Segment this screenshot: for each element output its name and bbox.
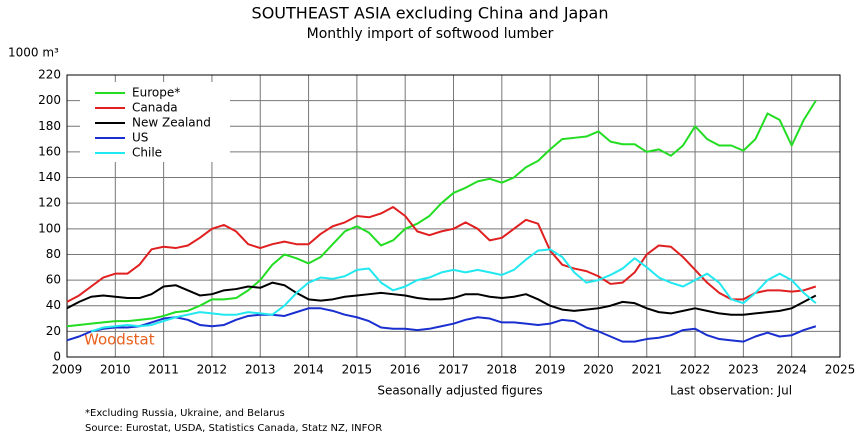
y-tick-label: 200 xyxy=(38,93,61,107)
y-tick-label: 0 xyxy=(53,350,61,364)
x-tick-label: 2009 xyxy=(52,363,83,377)
series-line xyxy=(66,307,817,343)
last-observation: Last observation: Jul xyxy=(670,384,792,398)
y-unit: 1000 m³ xyxy=(8,46,59,60)
x-tick-label: 2018 xyxy=(487,363,518,377)
y-tick-label: 120 xyxy=(38,196,61,210)
watermark: Woodstat xyxy=(84,331,155,349)
x-tick-label: 2015 xyxy=(342,363,373,377)
y-tick-label: 180 xyxy=(38,119,61,133)
x-tick-label: 2019 xyxy=(535,363,566,377)
y-tick-label: 160 xyxy=(38,144,61,158)
series-line xyxy=(90,248,817,333)
x-tick-label: 2024 xyxy=(776,363,807,377)
y-tick-label: 100 xyxy=(38,221,61,235)
y-tick-label: 80 xyxy=(46,247,61,261)
legend-label: US xyxy=(132,131,148,145)
series-line xyxy=(66,206,817,303)
x-tick-label: 2022 xyxy=(680,363,711,377)
x-tick-label: 2011 xyxy=(148,363,179,377)
y-tick-label: 140 xyxy=(38,170,61,184)
x-tick-label: 2013 xyxy=(245,363,276,377)
legend-label: Chile xyxy=(132,146,162,160)
legend-label: Europe* xyxy=(132,86,180,100)
legend-label: New Zealand xyxy=(132,116,211,130)
x-tick-label: 2021 xyxy=(631,363,662,377)
x-tick-label: 2023 xyxy=(728,363,759,377)
series-line xyxy=(66,100,817,328)
footnote: *Excluding Russia, Ukraine, and Belarus xyxy=(85,408,285,419)
x-tick-label: 2016 xyxy=(390,363,421,377)
x-tick-label: 2010 xyxy=(100,363,131,377)
x-label: Seasonally adjusted figures xyxy=(377,384,542,398)
chart-subtitle: Monthly import of softwood lumber xyxy=(307,26,554,42)
y-tick-label: 20 xyxy=(46,324,61,338)
x-tick-label: 2017 xyxy=(438,363,469,377)
y-tick-label: 220 xyxy=(38,68,61,82)
x-tick-label: 2014 xyxy=(293,363,324,377)
x-tick-label: 2020 xyxy=(583,363,614,377)
plot-frame xyxy=(66,74,841,358)
x-tick-label: 2025 xyxy=(825,363,856,377)
legend-label: Canada xyxy=(132,101,178,115)
x-tick-label: 2012 xyxy=(197,363,228,377)
y-tick-label: 40 xyxy=(46,298,61,312)
series-line xyxy=(66,281,817,316)
chart-title: SOUTHEAST ASIA excluding China and Japan xyxy=(252,4,609,23)
source: Source: Eurostat, USDA, Statistics Canad… xyxy=(85,423,382,434)
y-tick-label: 60 xyxy=(46,273,61,287)
